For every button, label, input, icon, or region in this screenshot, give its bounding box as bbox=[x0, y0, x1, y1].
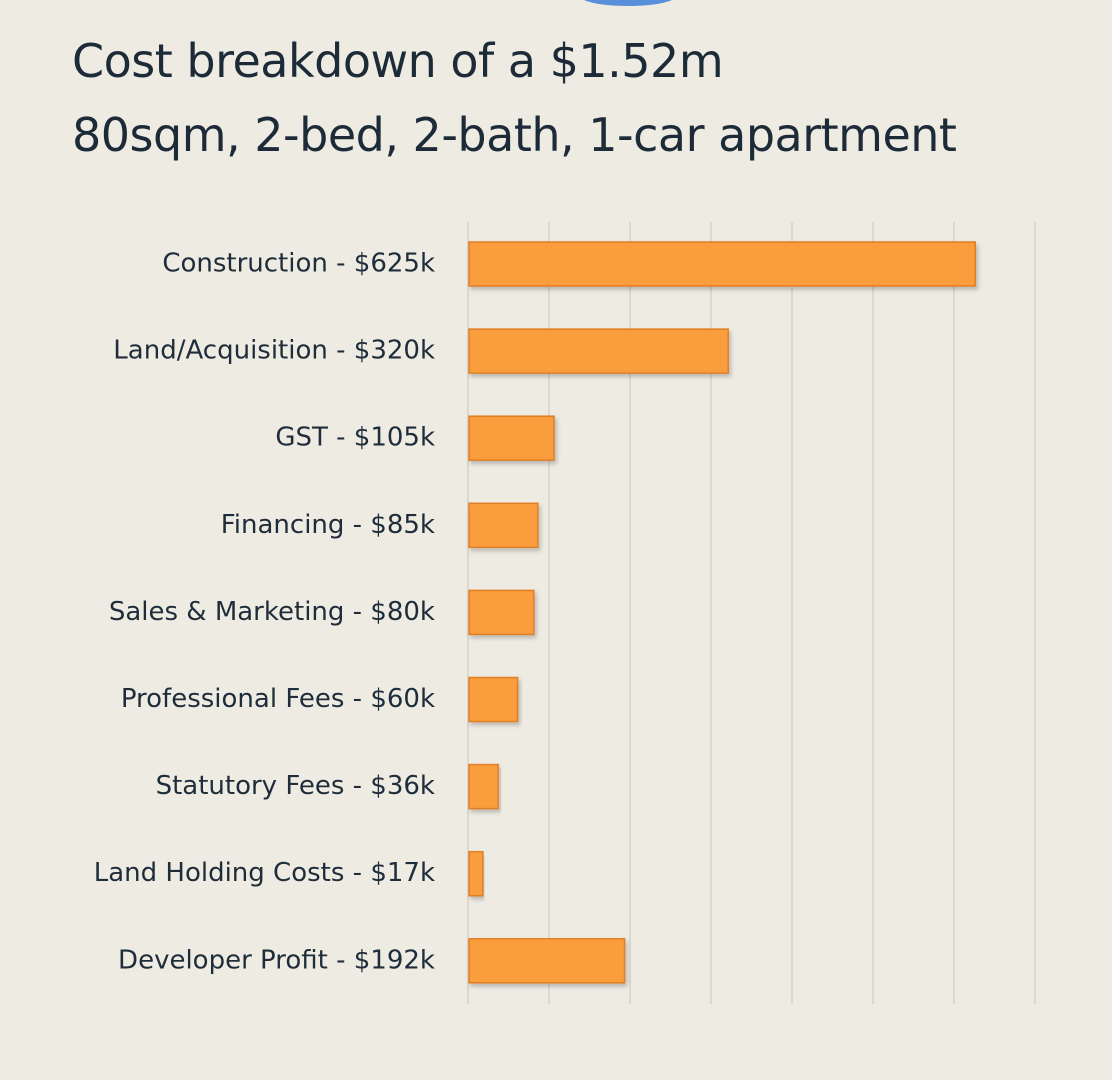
category-label-5: Professional Fees - $60k bbox=[121, 684, 435, 714]
bar-6 bbox=[468, 763, 499, 810]
decorative-blob bbox=[580, 0, 676, 6]
category-label-6: Statutory Fees - $36k bbox=[156, 771, 435, 801]
bar-2 bbox=[468, 415, 555, 461]
bars bbox=[468, 241, 976, 984]
category-label-8: Developer Profit - $192k bbox=[118, 945, 435, 975]
category-label-3: Financing - $85k bbox=[221, 510, 435, 540]
title-line-2: 80sqm, 2-bed, 2-bath, 1-car apartment bbox=[72, 108, 957, 162]
category-labels: Construction - $625k Land/Acquisition - $… bbox=[94, 249, 435, 976]
bar-3 bbox=[468, 502, 539, 549]
category-label-2: GST - $105k bbox=[275, 423, 435, 453]
category-label-1: Land/Acquisition - $320k bbox=[113, 336, 435, 366]
category-label-7: Land Holding Costs - $17k bbox=[94, 858, 435, 888]
bar-5 bbox=[468, 676, 519, 723]
chart-title: Cost breakdown of a $1.52m 80sqm, 2-bed,… bbox=[72, 24, 1072, 172]
bar-0 bbox=[468, 241, 976, 287]
category-label-4: Sales & Marketing - $80k bbox=[109, 597, 435, 627]
bar-8 bbox=[468, 938, 626, 984]
title-line-1: Cost breakdown of a $1.52m bbox=[72, 34, 724, 88]
bar-7 bbox=[468, 850, 484, 897]
bar-1 bbox=[468, 328, 729, 374]
bar-4 bbox=[468, 589, 535, 636]
category-label-0: Construction - $625k bbox=[162, 249, 435, 279]
